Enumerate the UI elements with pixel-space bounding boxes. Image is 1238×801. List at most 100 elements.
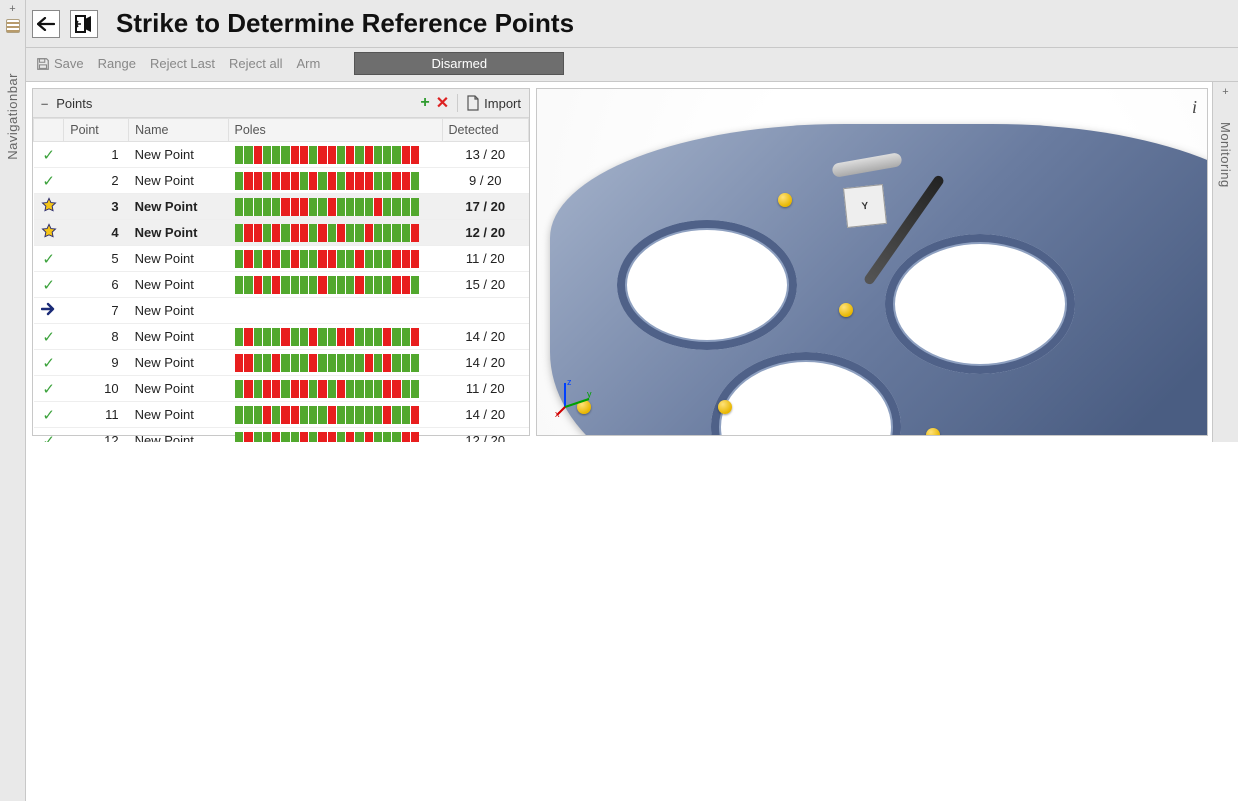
action-toolbar: Save Range Reject Last Reject all Arm Di… [26, 48, 1238, 82]
row-detected: 11 / 20 [442, 376, 529, 402]
page-title: Strike to Determine Reference Points [116, 8, 574, 39]
row-point-name: New Point [129, 168, 228, 194]
arm-button[interactable]: Arm [296, 56, 320, 71]
right-sidebar-strip: + Monitoring [1212, 82, 1238, 442]
right-strip-expand-icon[interactable]: + [1222, 86, 1228, 98]
row-point-number: 8 [64, 324, 129, 350]
table-row[interactable]: ✓9New Point14 / 20 [34, 350, 529, 376]
reference-point-dot[interactable] [926, 428, 940, 436]
back-arrow-icon [37, 17, 55, 31]
row-point-number: 3 [64, 194, 129, 220]
exit-button[interactable] [70, 10, 98, 38]
row-point-name: New Point [129, 246, 228, 272]
toolbar-separator [457, 94, 458, 112]
model-panel: – 3D Model i Y [536, 88, 1208, 436]
exit-door-icon [75, 15, 93, 33]
points-table: Point Name Poles Detected ✓1New Point13 … [33, 118, 529, 454]
table-row[interactable]: ✓ 8New Point 14 / 20 [34, 324, 529, 350]
back-button[interactable] [32, 10, 60, 38]
left-strip-expand-icon[interactable]: + [9, 4, 15, 15]
check-icon: ✓ [42, 329, 55, 346]
row-status: ✓ [34, 246, 64, 272]
row-point-number: 4 [64, 220, 129, 246]
row-poles [228, 142, 442, 168]
star-icon [41, 223, 57, 239]
row-poles [228, 272, 442, 298]
row-point-name: New Point [129, 376, 228, 402]
col-name-header[interactable]: Name [129, 119, 228, 142]
row-point-number: 11 [64, 402, 129, 428]
view-cube[interactable]: Y [843, 184, 887, 228]
model-viewport[interactable]: i Y [537, 89, 1207, 435]
check-icon: ✓ [42, 277, 55, 294]
save-label: Save [54, 56, 84, 71]
row-point-name: New Point [129, 194, 228, 220]
left-strip-label[interactable]: Navigationbar [5, 73, 20, 160]
check-icon: ✓ [42, 355, 55, 372]
arm-status: Disarmed [354, 52, 564, 75]
reference-point-dot[interactable] [778, 193, 792, 207]
row-point-name: New Point [129, 142, 228, 168]
row-status: ✓ [34, 324, 64, 350]
right-strip-label[interactable]: Monitoring [1218, 122, 1233, 188]
row-detected: 11 / 20 [442, 246, 529, 272]
row-point-number: 9 [64, 350, 129, 376]
table-row[interactable]: ✓10New Point11 / 20 [34, 376, 529, 402]
row-point-number: 6 [64, 272, 129, 298]
reject-last-button[interactable]: Reject Last [150, 56, 215, 71]
row-point-name: New Point [129, 324, 228, 350]
table-row[interactable]: ✓11New Point14 / 20 [34, 402, 529, 428]
svg-text:z: z [567, 377, 572, 387]
check-icon: ✓ [42, 173, 55, 190]
reference-point-dot[interactable] [718, 400, 732, 414]
row-status: ✓ [34, 402, 64, 428]
row-status: ✓ [34, 272, 64, 298]
check-icon: ✓ [42, 407, 55, 424]
save-button[interactable]: Save [36, 56, 84, 71]
points-panel-header: – Points + ✕ Import [33, 89, 529, 118]
row-detected [442, 298, 529, 324]
row-detected: 14 / 20 [442, 324, 529, 350]
view-cube-label: Y [861, 200, 869, 212]
row-poles [228, 168, 442, 194]
row-status: ✓ [34, 350, 64, 376]
row-status [34, 298, 64, 324]
table-row[interactable]: ✓ 2New Point 9 / 20 [34, 168, 529, 194]
row-poles [228, 194, 442, 220]
row-point-number: 1 [64, 142, 129, 168]
row-detected: 9 / 20 [442, 168, 529, 194]
row-point-name: New Point [129, 220, 228, 246]
table-row[interactable]: 3New Point 17 / 20 [34, 194, 529, 220]
reject-all-button[interactable]: Reject all [229, 56, 282, 71]
row-detected: 17 / 20 [442, 194, 529, 220]
row-status: ✓ [34, 168, 64, 194]
check-icon: ✓ [42, 147, 55, 164]
row-point-number: 2 [64, 168, 129, 194]
row-point-name: New Point [129, 298, 228, 324]
points-collapse-icon[interactable]: – [41, 96, 48, 111]
reference-point-dot[interactable] [839, 303, 853, 317]
left-strip-icon[interactable] [6, 19, 20, 33]
add-point-icon[interactable]: + [420, 94, 429, 112]
col-poles-header[interactable]: Poles [228, 119, 442, 142]
import-file-icon [466, 95, 480, 111]
row-detected: 15 / 20 [442, 272, 529, 298]
range-button[interactable]: Range [98, 56, 136, 71]
import-button[interactable]: Import [466, 95, 521, 111]
table-row[interactable]: 7New Point [34, 298, 529, 324]
star-icon [41, 197, 57, 213]
col-detected-header[interactable]: Detected [442, 119, 529, 142]
table-row[interactable]: 4New Point12 / 20 [34, 220, 529, 246]
table-row[interactable]: ✓6New Point15 / 20 [34, 272, 529, 298]
check-icon: ✓ [42, 381, 55, 398]
table-row[interactable]: ✓5New Point11 / 20 [34, 246, 529, 272]
save-icon [36, 57, 50, 71]
row-point-number: 7 [64, 298, 129, 324]
delete-point-icon[interactable]: ✕ [436, 93, 449, 113]
col-point-header[interactable]: Point [64, 119, 129, 142]
check-icon: ✓ [42, 251, 55, 268]
row-poles [228, 220, 442, 246]
points-panel: – Points + ✕ Import [32, 88, 530, 436]
row-status: ✓ [34, 376, 64, 402]
table-row[interactable]: ✓1New Point13 / 20 [34, 142, 529, 168]
